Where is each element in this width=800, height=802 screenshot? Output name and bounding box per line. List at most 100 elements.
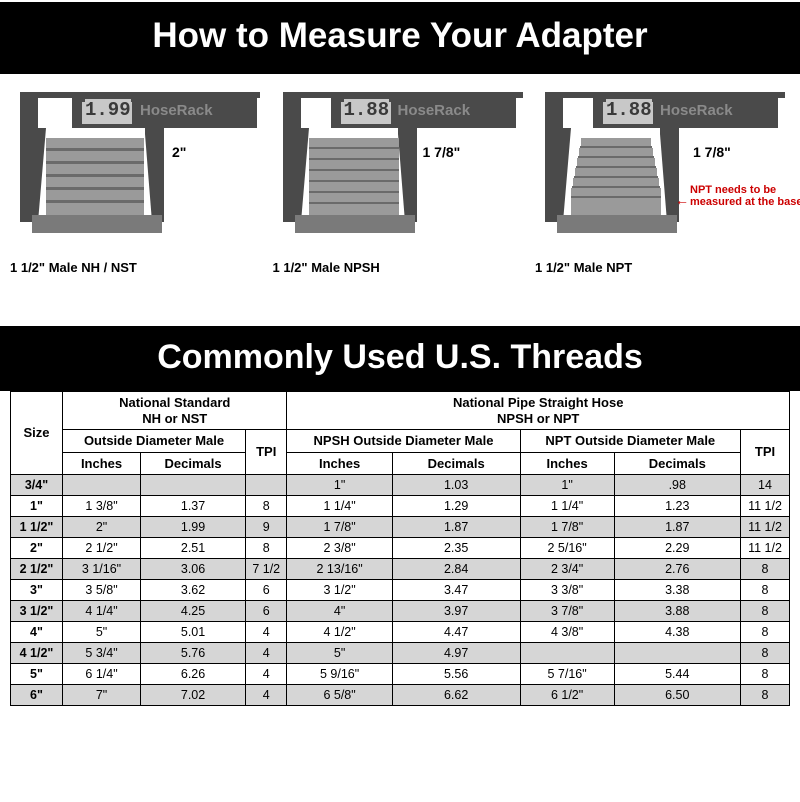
table-cell: 1.03 [392, 475, 520, 496]
table-cell: 1.87 [392, 517, 520, 538]
table-cell: 8 [740, 601, 789, 622]
caliper-label: 1 1/2" Male NPT [535, 260, 790, 275]
caliper-brand: HoseRack [140, 102, 213, 119]
table-cell: 11 1/2 [740, 538, 789, 559]
th-inches: Inches [520, 452, 614, 475]
table-cell: 6 5/8" [287, 685, 392, 706]
title-banner-1: How to Measure Your Adapter [0, 2, 800, 74]
table-cell: 3 7/8" [520, 601, 614, 622]
table-row: 2"2 1/2"2.5182 3/8"2.352 5/16"2.2911 1/2 [11, 538, 790, 559]
caliper-dim: 1 7/8" [423, 144, 461, 160]
table-cell: 9 [246, 517, 287, 538]
table-cell: 2.35 [392, 538, 520, 559]
table-cell: 4 1/4" [63, 601, 141, 622]
title-banner-2: Commonly Used U.S. Threads [0, 326, 800, 391]
table-cell: 3 3/8" [520, 580, 614, 601]
table-row: 3"3 5/8"3.6263 1/2"3.473 3/8"3.388 [11, 580, 790, 601]
table-cell: 3/4" [11, 475, 63, 496]
table-cell: 1.37 [141, 496, 246, 517]
caliper-label: 1 1/2" Male NPSH [273, 260, 528, 275]
table-cell: 5" [63, 622, 141, 643]
th-np-title: National Pipe Straight Hose [453, 395, 623, 410]
table-cell: 3.38 [614, 580, 740, 601]
table-cell: 3.47 [392, 580, 520, 601]
table-cell: 7.02 [141, 685, 246, 706]
table-cell: 8 [246, 496, 287, 517]
table-cell: 8 [740, 643, 789, 664]
th-decimals: Decimals [141, 452, 246, 475]
table-cell: 4 3/8" [520, 622, 614, 643]
th-np-tpi: TPI [740, 430, 789, 475]
table-cell: 2 3/8" [287, 538, 392, 559]
table-cell: 6" [11, 685, 63, 706]
caliper-dim: 2" [172, 144, 186, 160]
table-row: 6"7"7.0246 5/8"6.626 1/2"6.508 [11, 685, 790, 706]
threads-table: Size National Standard NH or NST Nationa… [10, 391, 790, 706]
table-cell: 1 7/8" [520, 517, 614, 538]
table-cell [246, 475, 287, 496]
table-cell: 11 1/2 [740, 496, 789, 517]
table-cell: 6 [246, 580, 287, 601]
table-cell: 7 1/2 [246, 559, 287, 580]
table-cell: 3.88 [614, 601, 740, 622]
caliper-dim: 1 7/8" [693, 144, 731, 160]
caliper-readout: 1.88 [344, 99, 390, 121]
table-cell: 3 5/8" [63, 580, 141, 601]
th-ns-group: National Standard NH or NST [63, 392, 287, 430]
table-cell: 4" [11, 622, 63, 643]
table-cell: 1 3/8" [63, 496, 141, 517]
th-inches: Inches [287, 452, 392, 475]
th-np-sub: NPSH or NPT [497, 411, 579, 426]
table-cell: 7" [63, 685, 141, 706]
th-decimals: Decimals [614, 452, 740, 475]
caliper-npt: 1.88 HoseRack 1 7/8" ← NPT needs to be m… [535, 92, 790, 294]
caliper-brand: HoseRack [660, 102, 733, 119]
table-cell: 8 [740, 559, 789, 580]
table-cell: 8 [740, 622, 789, 643]
table-cell: 5.76 [141, 643, 246, 664]
table-cell: 1.29 [392, 496, 520, 517]
th-ns-od: Outside Diameter Male [63, 430, 246, 453]
table-cell: 1.99 [141, 517, 246, 538]
table-cell: 2.51 [141, 538, 246, 559]
table-cell: 1.23 [614, 496, 740, 517]
table-cell: 3.62 [141, 580, 246, 601]
th-np-group: National Pipe Straight Hose NPSH or NPT [287, 392, 790, 430]
caliper-readout: 1.99 [85, 99, 131, 121]
table-cell: 5 9/16" [287, 664, 392, 685]
table-row: 1 1/2"2"1.9991 7/8"1.871 7/8"1.8711 1/2 [11, 517, 790, 538]
th-npt-od: NPT Outside Diameter Male [520, 430, 740, 453]
table-cell: 6 1/2" [520, 685, 614, 706]
table-cell: 11 1/2 [740, 517, 789, 538]
table-cell: 14 [740, 475, 789, 496]
table-row: 4 1/2"5 3/4"5.7645"4.978 [11, 643, 790, 664]
table-cell: 2.76 [614, 559, 740, 580]
table-cell: 1" [287, 475, 392, 496]
table-cell: 4 1/2" [11, 643, 63, 664]
table-cell: 2 5/16" [520, 538, 614, 559]
table-cell: 5" [11, 664, 63, 685]
table-cell: 5" [287, 643, 392, 664]
table-cell: 5.44 [614, 664, 740, 685]
table-cell: 5 3/4" [63, 643, 141, 664]
table-cell: 4.25 [141, 601, 246, 622]
table-cell: 4 [246, 664, 287, 685]
table-cell: 8 [740, 685, 789, 706]
table-cell: 8 [740, 664, 789, 685]
table-cell: 2 1/2" [63, 538, 141, 559]
table-cell: 4.47 [392, 622, 520, 643]
table-cell: 5 7/16" [520, 664, 614, 685]
table-cell: 2" [11, 538, 63, 559]
th-ns-sub: NH or NST [142, 411, 207, 426]
table-row: 5"6 1/4"6.2645 9/16"5.565 7/16"5.448 [11, 664, 790, 685]
table-cell: 4 [246, 685, 287, 706]
caliper-readout: 1.88 [606, 99, 652, 121]
caliper-label: 1 1/2" Male NH / NST [10, 260, 265, 275]
table-cell: 4" [287, 601, 392, 622]
table-cell: 2 1/2" [11, 559, 63, 580]
table-cell: 4 [246, 622, 287, 643]
caliper-illustration [10, 92, 260, 252]
table-cell: 4.38 [614, 622, 740, 643]
table-cell [141, 475, 246, 496]
table-cell: 1" [11, 496, 63, 517]
